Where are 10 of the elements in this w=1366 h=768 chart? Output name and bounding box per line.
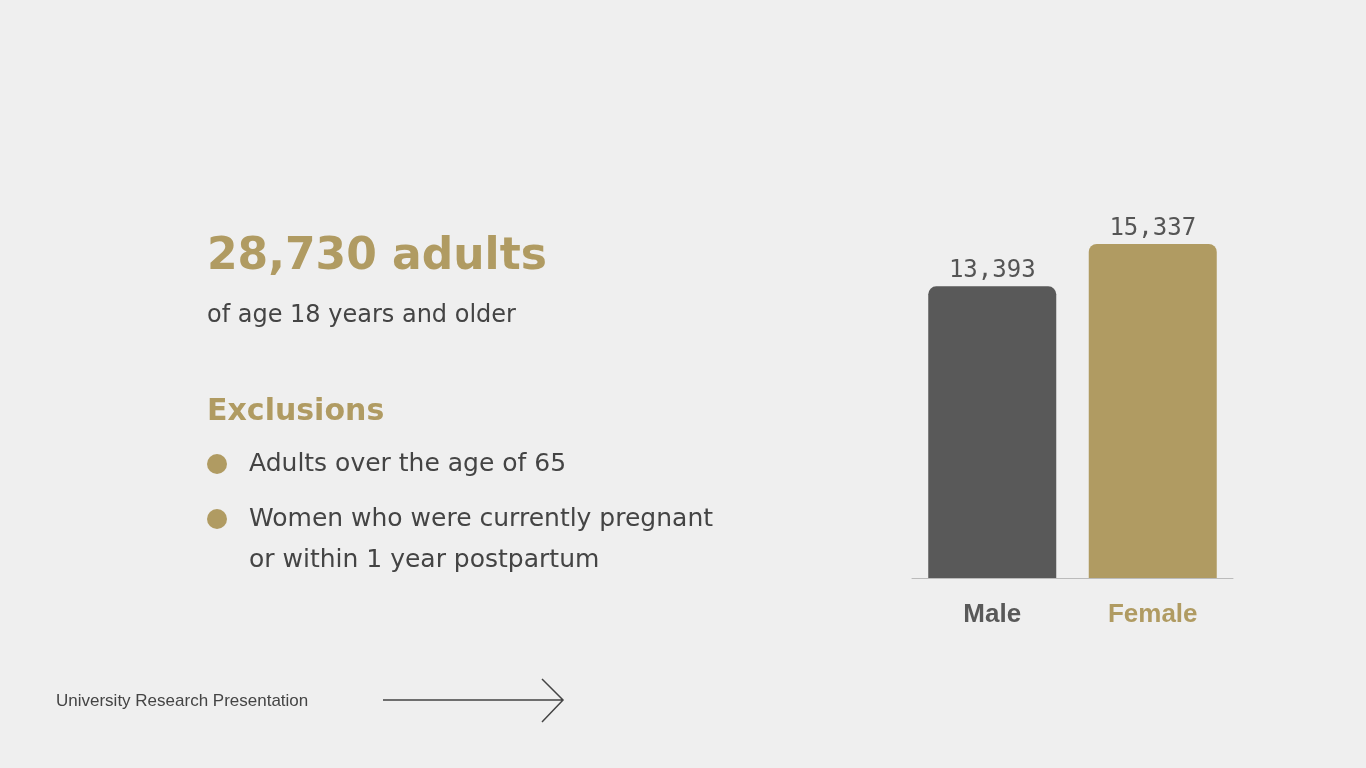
x-tick-label: Male: [963, 598, 1022, 628]
text: Adults over the age of 65: [248, 447, 568, 479]
data-label: 13,393: [948, 255, 1036, 284]
text: Women who were currently pregnant or within 1 year postpartum: [248, 502, 715, 575]
x-tick-label: Female: [1107, 598, 1198, 628]
data-label: 15,337: [1109, 212, 1197, 241]
text: Exclusions: [207, 392, 385, 427]
text: 28,730 adults: [207, 228, 547, 279]
text: University Research Presentation: [56, 691, 309, 711]
text: of age 18 years and older: [207, 300, 516, 328]
